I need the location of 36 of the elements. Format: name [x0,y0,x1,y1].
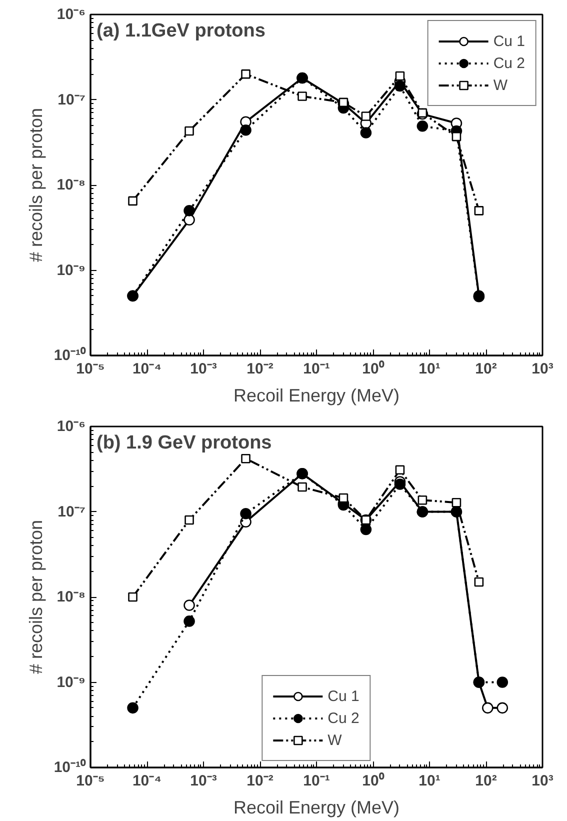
legend-label: Cu 2 [493,54,525,72]
x-tick-label: 10¹ [418,360,440,378]
x-tick-label: 10⁻⁴ [132,360,162,378]
y-tick-label: 10⁻⁹ [56,674,86,691]
x-tick-label: 10⁻² [246,772,274,790]
y-tick-label: 10⁻⁸ [56,588,86,606]
y-tick-label: 10⁻⁶ [56,6,86,23]
legend-label: Cu 2 [328,710,360,726]
legend-label: Cu 1 [493,32,525,50]
x-tick-label: 10³ [532,772,554,790]
y-tick-label: 10⁻⁷ [58,503,86,520]
x-tick-label: 10¹ [418,772,440,790]
y-tick-label: 10⁻⁹ [56,262,86,279]
legend-label: Cu 1 [328,688,360,704]
y-tick-label: 10⁻⁶ [56,418,86,435]
y-axis-title: # recoils per proton [26,108,46,262]
x-tick-label: 10² [475,360,497,378]
x-axis-title: Recoil Energy (MeV) [233,386,400,406]
x-tick-label: 10⁻⁴ [132,772,162,790]
x-tick-label: 10⁻³ [190,360,217,378]
x-tick-label: 10³ [532,360,554,378]
x-tick-label: 10⁻³ [190,772,217,790]
y-axis-title: # recoils per proton [26,520,46,674]
x-tick-label: 10⁰ [362,360,385,378]
x-tick-label: 10⁰ [362,772,385,790]
x-tick-label: 10⁻¹ [303,360,330,378]
x-axis-title: Recoil Energy (MeV) [233,798,400,818]
chart-title: (a) 1.1GeV protons [96,20,266,42]
y-tick-label: 10⁻⁸ [56,176,86,194]
legend-label: W [328,732,343,748]
x-tick-label: 10⁻² [246,360,274,378]
legend-label: W [493,76,508,94]
chart-title: (b) 1.9 GeV protons [96,432,272,454]
x-tick-label: 10⁻¹ [303,772,330,790]
x-tick-label: 10² [475,772,497,790]
y-tick-label: 10⁻⁷ [58,91,86,108]
